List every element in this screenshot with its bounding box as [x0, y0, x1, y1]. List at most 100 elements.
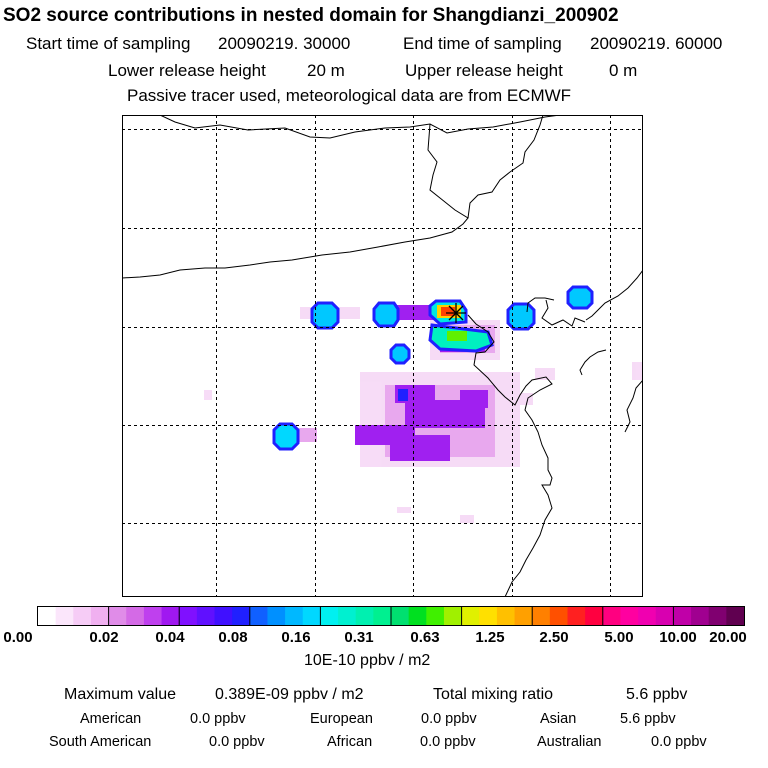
total-mixing-label: Total mixing ratio: [433, 686, 554, 703]
coastlines: [122, 115, 643, 597]
plume-halo: [460, 515, 474, 523]
total-mixing-value: 5.6 ppbv: [626, 686, 688, 703]
colorbar-swatch: [126, 607, 145, 625]
lower-release-value: 20 m: [307, 61, 345, 80]
colorbar-swatch: [514, 607, 533, 625]
start-time-value: 20090219. 30000: [218, 34, 351, 53]
plume-core: [460, 390, 488, 408]
region-name: Asian: [540, 711, 577, 727]
plume-core: [390, 435, 450, 461]
colorbar-swatch: [620, 607, 639, 625]
max-value-label: Maximum value: [64, 686, 177, 703]
colorbar-swatch: [249, 607, 269, 625]
coastline: [541, 299, 586, 327]
national-border: [122, 123, 469, 279]
colorbar-swatch: [391, 607, 410, 625]
colorbar-swatch: [443, 607, 463, 625]
colorbar-swatch: [549, 607, 569, 625]
colorbar-units: 10E-10 ppbv / m2: [304, 652, 431, 669]
colorbar-swatch: [90, 607, 110, 625]
national-border: [467, 115, 544, 219]
colorbar-swatch: [196, 607, 216, 625]
region-value: 0.0 ppbv: [209, 734, 265, 750]
region-value: 0.0 ppbv: [190, 711, 246, 727]
coastline: [624, 379, 643, 433]
region-value: 5.6 ppbv: [620, 711, 676, 727]
region-value: 0.0 ppbv: [651, 734, 707, 750]
national-border: [159, 115, 561, 139]
colorbar-tick-label: 2.50: [539, 629, 569, 646]
colorbar-swatch: [585, 607, 604, 625]
colorbar-swatch: [143, 607, 163, 625]
map-title: SO2 source contributions in nested domai…: [3, 5, 619, 26]
colorbar-swatch: [373, 607, 392, 625]
colorbar-swatch: [673, 607, 692, 625]
lower-release-label: Lower release height: [108, 61, 266, 80]
colorbar-swatch: [461, 607, 480, 625]
colorbar-swatch: [338, 607, 357, 625]
colorbar-swatch: [708, 607, 727, 625]
colorbar-tick-label: 0.16: [281, 629, 311, 646]
cell-station-peak: [441, 307, 455, 316]
colorbar-swatch: [38, 607, 57, 625]
colorbar-swatch: [285, 607, 304, 625]
concentration-field: [204, 285, 643, 523]
colorbar-tick-label: 0.02: [89, 629, 119, 646]
coastline: [585, 269, 643, 321]
colorbar-swatch: [691, 607, 710, 625]
cell-east: [506, 302, 536, 331]
coastline: [579, 349, 607, 376]
cell-station-south-core: [447, 331, 467, 341]
colorbar-swatch: [532, 607, 551, 625]
colorbar-swatch: [726, 607, 745, 625]
colorbar-tick-label: 0.31: [344, 629, 374, 646]
colorbar-swatch: [320, 607, 339, 625]
colorbar-swatch: [73, 607, 92, 625]
plume-halo: [204, 390, 212, 400]
region-name: South American: [49, 734, 152, 750]
plume-halo: [535, 368, 555, 380]
colorbar-swatch: [108, 607, 127, 625]
end-time-label: End time of sampling: [403, 34, 562, 53]
colorbar-swatch: [602, 607, 622, 625]
plume-mid: [295, 428, 317, 442]
colorbar-swatch: [408, 607, 427, 625]
colorbar-swatch: [638, 607, 657, 625]
colorbar-swatch: [355, 607, 374, 625]
station-marker-icon: [446, 303, 466, 323]
region-name: European: [310, 711, 373, 727]
region-value: 0.0 ppbv: [420, 734, 476, 750]
colorbar-swatch: [179, 607, 198, 625]
colorbar-frame: [37, 606, 745, 626]
colorbar-swatch: [267, 607, 286, 625]
upper-release-value: 0 m: [609, 61, 638, 80]
tracer-note: Passive tracer used, meteorological data…: [127, 86, 572, 105]
region-value: 0.0 ppbv: [421, 711, 477, 727]
colorbar-swatch: [655, 607, 674, 625]
region-name: American: [80, 711, 142, 727]
colorbar-tick-label: 10.00: [659, 629, 697, 646]
coastline: [526, 297, 555, 313]
colorbar-tick-label: 0.04: [155, 629, 185, 646]
colorbar-tick-label: 0.63: [410, 629, 440, 646]
map-frame: [122, 115, 643, 597]
max-value: 0.389E-09 ppbv / m2: [215, 686, 364, 703]
cell-northeast: [566, 285, 594, 310]
coastline: [467, 314, 553, 597]
colorbar-swatch: [496, 607, 516, 625]
end-time-value: 20090219. 60000: [590, 34, 723, 53]
colorbar-tick-label: 1.25: [475, 629, 505, 646]
colorbar-swatch: [161, 607, 180, 625]
colorbar-tick-label: 0.00: [3, 629, 33, 646]
colorbar-swatch: [232, 607, 251, 625]
start-time-label: Start time of sampling: [26, 34, 191, 53]
lat-lon-grid: [122, 115, 643, 597]
cell-southwest: [272, 422, 300, 451]
colorbar: [38, 607, 745, 625]
colorbar-tick-label: 0.08: [218, 629, 248, 646]
plume-halo: [632, 362, 643, 380]
colorbar-swatch: [426, 607, 445, 625]
cell-mid: [372, 301, 400, 328]
colorbar-swatch: [214, 607, 233, 625]
